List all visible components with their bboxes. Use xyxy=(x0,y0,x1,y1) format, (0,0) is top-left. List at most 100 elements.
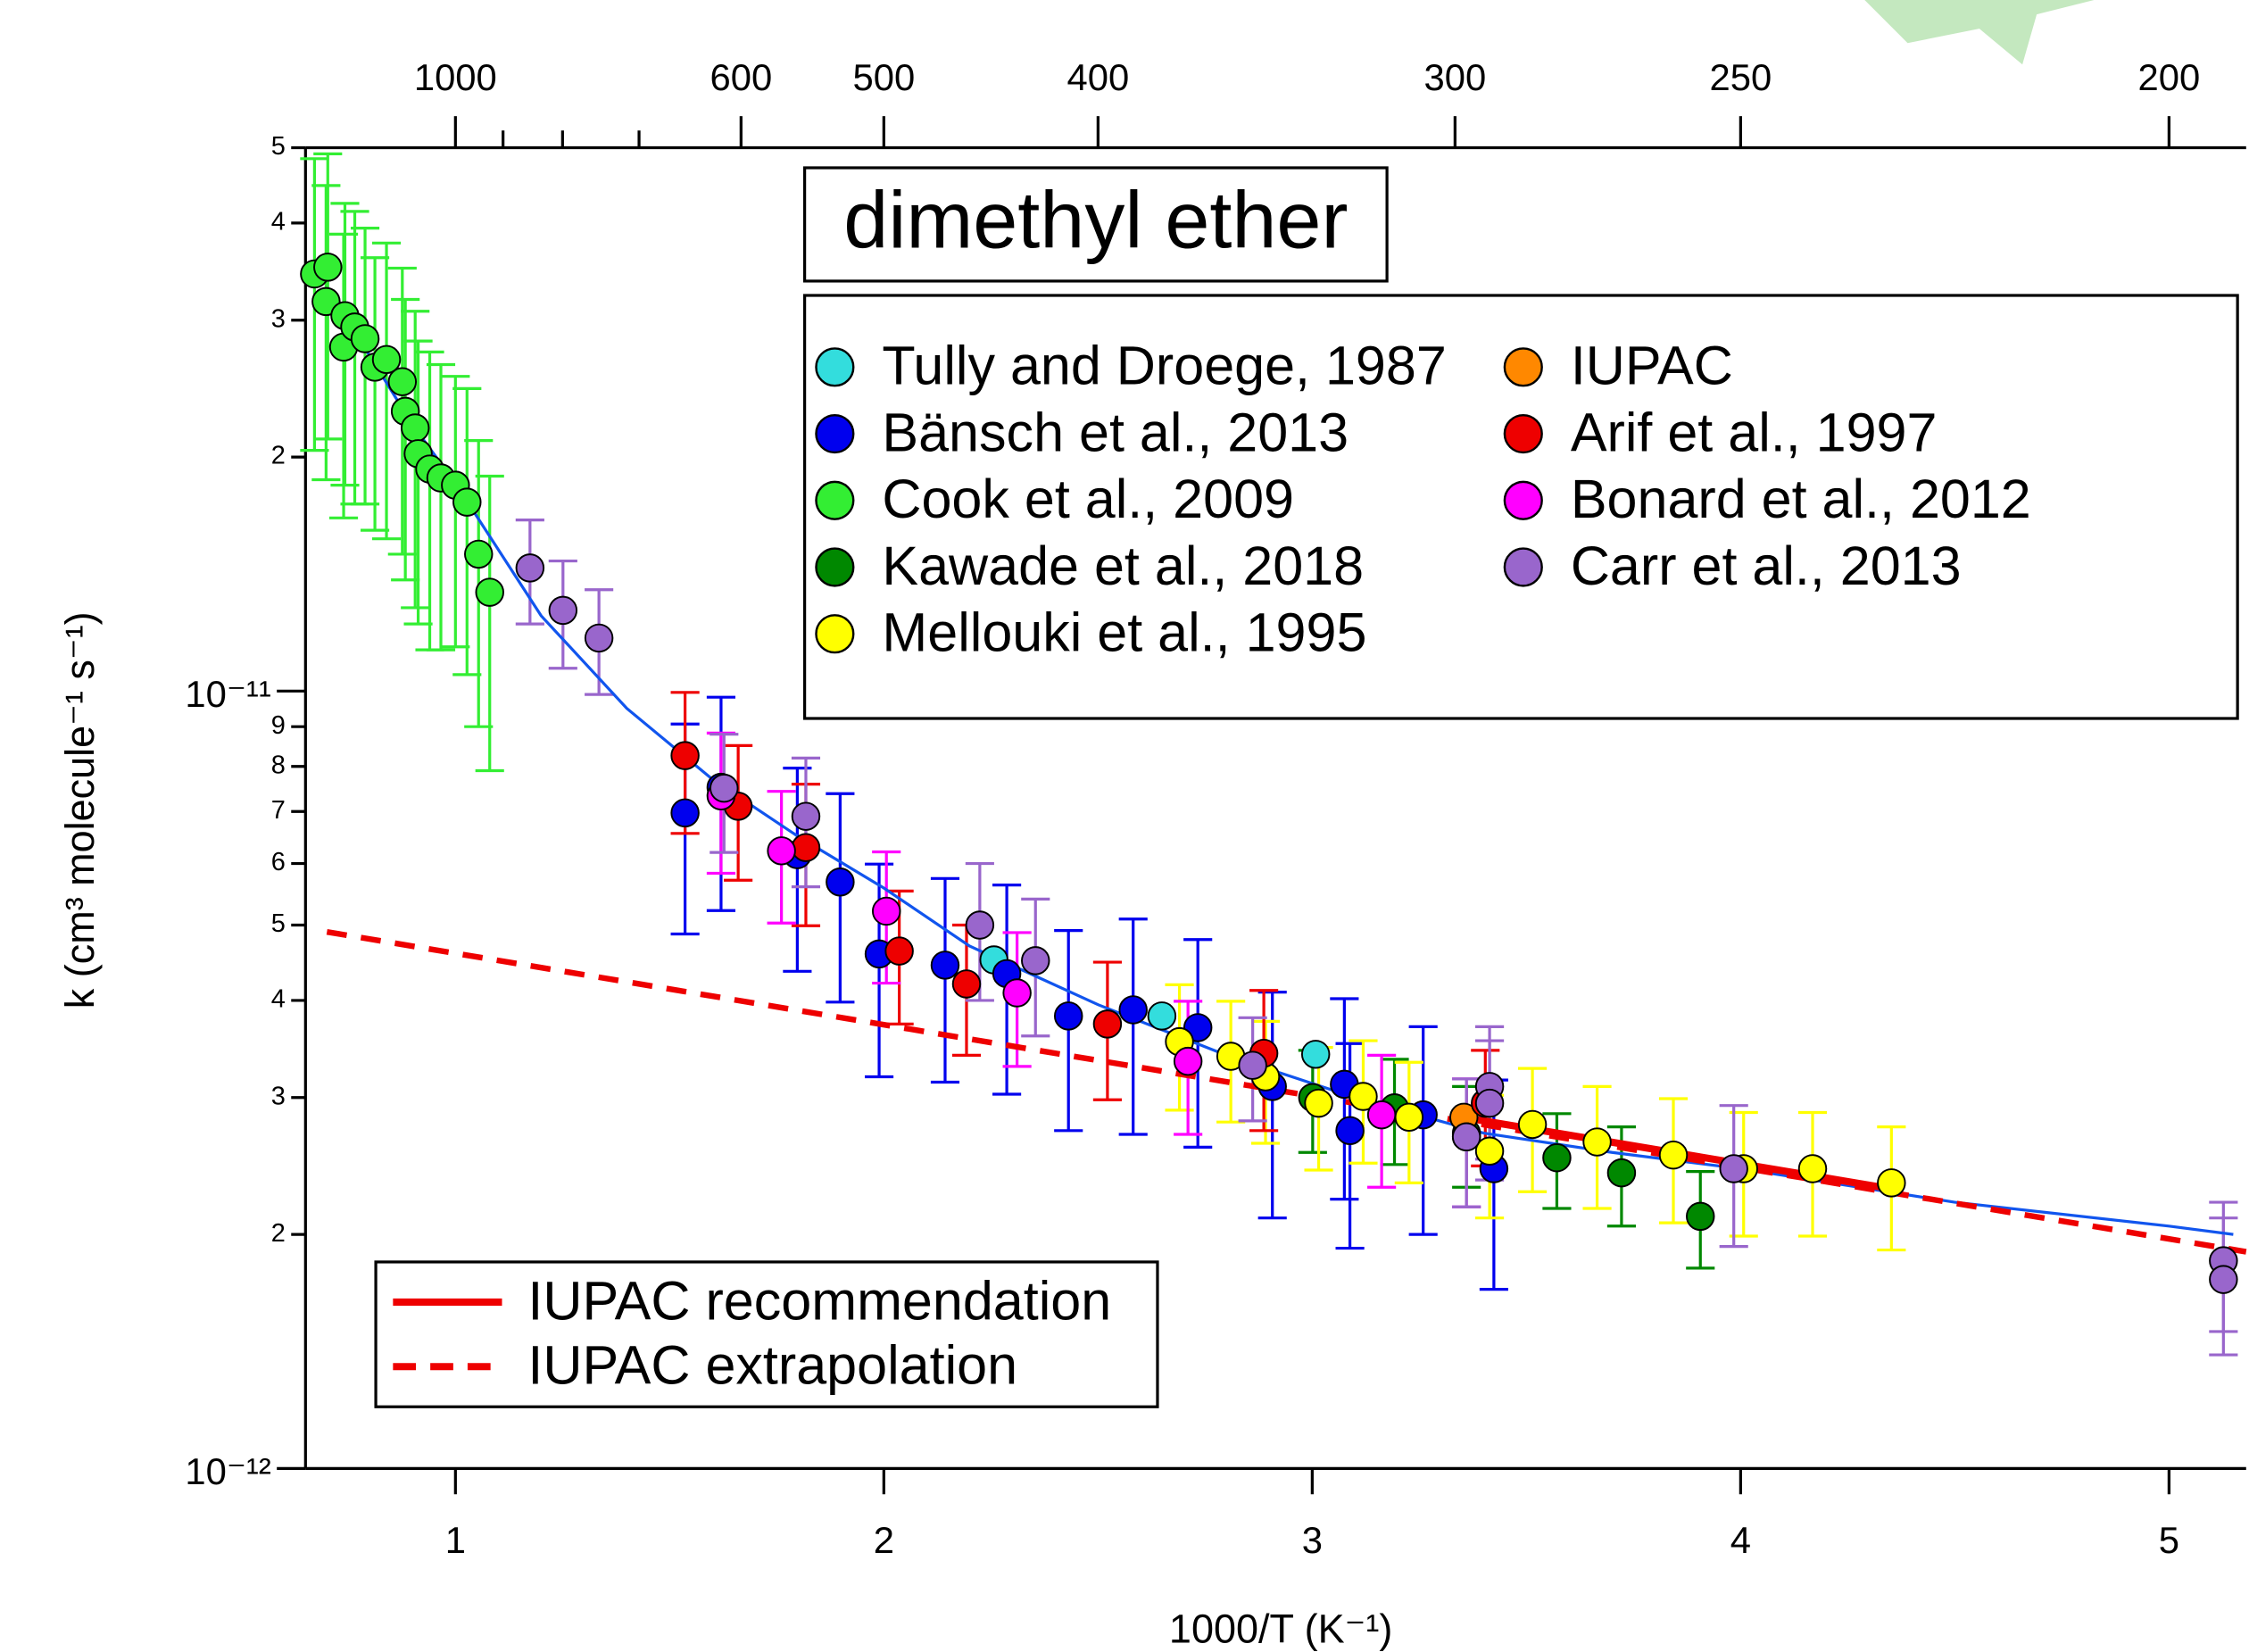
legend-label: Carr et al., 2013 xyxy=(1571,535,1962,596)
data-point xyxy=(1877,1168,1906,1198)
x2-tick-label: 600 xyxy=(710,56,772,98)
data-point xyxy=(1366,1100,1397,1130)
legend-label: Arif et al., 1997 xyxy=(1571,402,1938,462)
error-bar xyxy=(361,256,390,532)
x2-tick-label: 250 xyxy=(1710,56,1772,98)
error-bar xyxy=(1054,929,1083,1133)
error-bar xyxy=(441,375,470,649)
data-point xyxy=(1118,995,1148,1025)
error-bar xyxy=(475,474,504,773)
data-point xyxy=(584,623,614,653)
y-axis-label: k (cm³ molecule⁻¹ s⁻¹) xyxy=(57,611,103,1009)
data-point xyxy=(1582,1127,1612,1157)
error-bar xyxy=(311,184,341,482)
y-tick-label: 7 xyxy=(271,796,286,825)
legend-label: IUPAC recommendation xyxy=(527,1270,1111,1331)
data-point xyxy=(670,741,700,770)
x2-tick-label: 500 xyxy=(852,56,915,98)
data-point xyxy=(767,836,796,866)
plot-layer: 1 2 3 4 5 1000 600 500 400 300 250 200 10⁻¹² 2 3 4 5 6 7 8 9… xyxy=(185,56,2247,1561)
x-tick-label: 5 xyxy=(2159,1519,2179,1561)
data-point xyxy=(1002,978,1032,1008)
data-point xyxy=(371,345,402,375)
x-tick-label: 1 xyxy=(445,1519,466,1561)
error-bar xyxy=(826,792,855,1004)
data-point xyxy=(1300,1040,1331,1069)
y-tick-label: 6 xyxy=(271,848,286,876)
legend-label: IUPAC extrapolation xyxy=(527,1335,1017,1396)
error-bar xyxy=(452,386,482,677)
data-point xyxy=(1092,1009,1123,1039)
x2-tick-label: 300 xyxy=(1424,56,1487,98)
y-tick-label: 3 xyxy=(271,1082,286,1110)
y-tick-label: 5 xyxy=(271,909,286,938)
data-point xyxy=(1517,1109,1548,1140)
error-bar xyxy=(1257,990,1287,1220)
y-tick-label: 10⁻¹² xyxy=(185,1450,270,1492)
y-tick-label: 2 xyxy=(271,442,286,470)
data-point xyxy=(1451,1122,1481,1152)
data-point xyxy=(1719,1154,1748,1183)
data-point xyxy=(313,253,343,282)
data-point xyxy=(350,324,380,353)
title-box xyxy=(803,166,1389,283)
data-point xyxy=(1797,1154,1828,1183)
data-point xyxy=(1658,1140,1689,1170)
data-point xyxy=(400,413,430,443)
data-point xyxy=(791,801,821,831)
error-bar xyxy=(403,339,433,626)
legend-label: Bonard et al., 2012 xyxy=(1571,469,2031,529)
data-point xyxy=(951,969,982,999)
data-point xyxy=(965,910,995,940)
data-point xyxy=(710,773,739,803)
legend-marker xyxy=(815,614,855,654)
x2-tick-label: 400 xyxy=(1067,56,1130,98)
data-point xyxy=(930,951,960,980)
data-point xyxy=(1053,1001,1083,1031)
legend-marker xyxy=(815,347,855,387)
y-tick-label: 8 xyxy=(271,751,286,779)
data-point xyxy=(1542,1142,1572,1173)
data-point xyxy=(1238,1050,1267,1080)
y-tick-label: 5 xyxy=(271,132,286,161)
y-tick-label: 10⁻¹¹ xyxy=(185,673,270,715)
legend-marker xyxy=(1503,347,1543,387)
x2-tick-label: 200 xyxy=(2138,56,2201,98)
legend-label: Cook et al., 2009 xyxy=(882,469,1294,529)
legend-marker xyxy=(815,480,855,520)
data-point xyxy=(1335,1116,1365,1146)
x2-tick-label: 1000 xyxy=(414,56,497,98)
data-point xyxy=(871,896,901,926)
chart-title: dimethyl ether xyxy=(843,177,1348,266)
data-point xyxy=(2209,1265,2238,1294)
data-point xyxy=(670,798,700,828)
data-point xyxy=(791,833,821,862)
data-point xyxy=(1173,1046,1203,1076)
x-tick-label: 4 xyxy=(1730,1519,1751,1561)
error-bar xyxy=(371,241,402,541)
error-bar xyxy=(930,876,960,1084)
data-point xyxy=(884,936,914,966)
legend-marker xyxy=(815,413,855,454)
y-tick-label: 4 xyxy=(271,208,286,237)
data-point xyxy=(1147,1001,1177,1031)
data-point xyxy=(1304,1088,1333,1118)
data-point xyxy=(1474,1088,1505,1118)
x-axis-label: 1000/T (K⁻¹) xyxy=(1169,1606,1392,1651)
legend-label: Bänsch et al., 2013 xyxy=(882,402,1349,462)
data-point xyxy=(548,595,578,626)
legend-marker xyxy=(1503,413,1543,454)
legend-label: Mellouki et al., 1995 xyxy=(882,602,1366,663)
data-point xyxy=(826,868,855,897)
legend-label: Kawade et al., 2018 xyxy=(882,535,1364,596)
reference-line xyxy=(326,928,2247,1255)
error-bar xyxy=(426,362,456,652)
data-point xyxy=(1686,1201,1715,1232)
data-point xyxy=(464,539,494,569)
line-legend-box xyxy=(374,1260,1159,1408)
y-tick-label: 2 xyxy=(271,1219,286,1248)
data-point xyxy=(1021,946,1050,975)
